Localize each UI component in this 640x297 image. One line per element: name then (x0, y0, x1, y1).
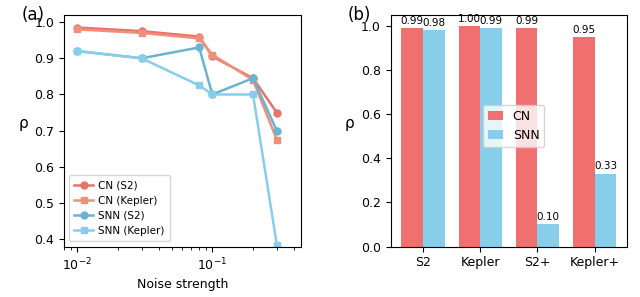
Text: 0.98: 0.98 (422, 18, 445, 28)
X-axis label: Noise strength: Noise strength (136, 278, 228, 291)
Line: SNN (Kepler): SNN (Kepler) (74, 48, 280, 248)
CN (Kepler) (195, 37, 203, 40)
Text: (a): (a) (21, 6, 44, 23)
Line: CN (S2): CN (S2) (74, 24, 280, 116)
CN (S2) (73, 26, 81, 29)
SNN (Kepler) (249, 93, 257, 96)
Bar (538, 225, 559, 247)
CN (Kepler) (209, 53, 216, 56)
Line: CN (Kepler): CN (Kepler) (74, 26, 280, 143)
Text: (b): (b) (348, 6, 371, 23)
SNN (S2) (138, 56, 145, 60)
SNN (Kepler) (273, 243, 281, 247)
Y-axis label: ρ: ρ (345, 116, 355, 131)
CN (Kepler) (249, 78, 257, 82)
SNN (Kepler) (209, 93, 216, 96)
Text: 1.00: 1.00 (458, 14, 481, 24)
CN (Kepler) (273, 138, 281, 141)
Text: 0.99: 0.99 (479, 16, 502, 26)
Text: 0.33: 0.33 (594, 162, 617, 171)
Bar (595, 174, 616, 247)
Text: 0.99: 0.99 (401, 16, 424, 26)
Text: 0.99: 0.99 (515, 16, 538, 26)
Bar (516, 28, 538, 247)
SNN (Kepler) (195, 84, 203, 87)
CN (S2) (249, 76, 257, 80)
Line: SNN (S2): SNN (S2) (74, 44, 280, 134)
SNN (S2) (209, 93, 216, 96)
Legend: CN, SNN: CN, SNN (483, 105, 545, 147)
Text: 0.95: 0.95 (572, 25, 595, 35)
SNN (Kepler) (138, 56, 145, 60)
SNN (S2) (73, 49, 81, 53)
CN (Kepler) (138, 31, 145, 35)
SNN (S2) (195, 46, 203, 49)
Bar (458, 26, 480, 247)
CN (S2) (195, 35, 203, 38)
CN (S2) (273, 111, 281, 114)
CN (S2) (209, 55, 216, 58)
Bar (423, 30, 445, 247)
Bar (401, 28, 423, 247)
SNN (Kepler) (73, 49, 81, 53)
Text: 0.10: 0.10 (537, 212, 560, 222)
Y-axis label: ρ: ρ (19, 116, 28, 131)
Bar (573, 37, 595, 247)
Legend: CN (S2), CN (Kepler), SNN (S2), SNN (Kepler): CN (S2), CN (Kepler), SNN (S2), SNN (Kep… (69, 175, 170, 241)
SNN (S2) (273, 129, 281, 132)
CN (S2) (138, 29, 145, 33)
SNN (S2) (249, 76, 257, 80)
CN (Kepler) (73, 28, 81, 31)
Bar (480, 28, 502, 247)
